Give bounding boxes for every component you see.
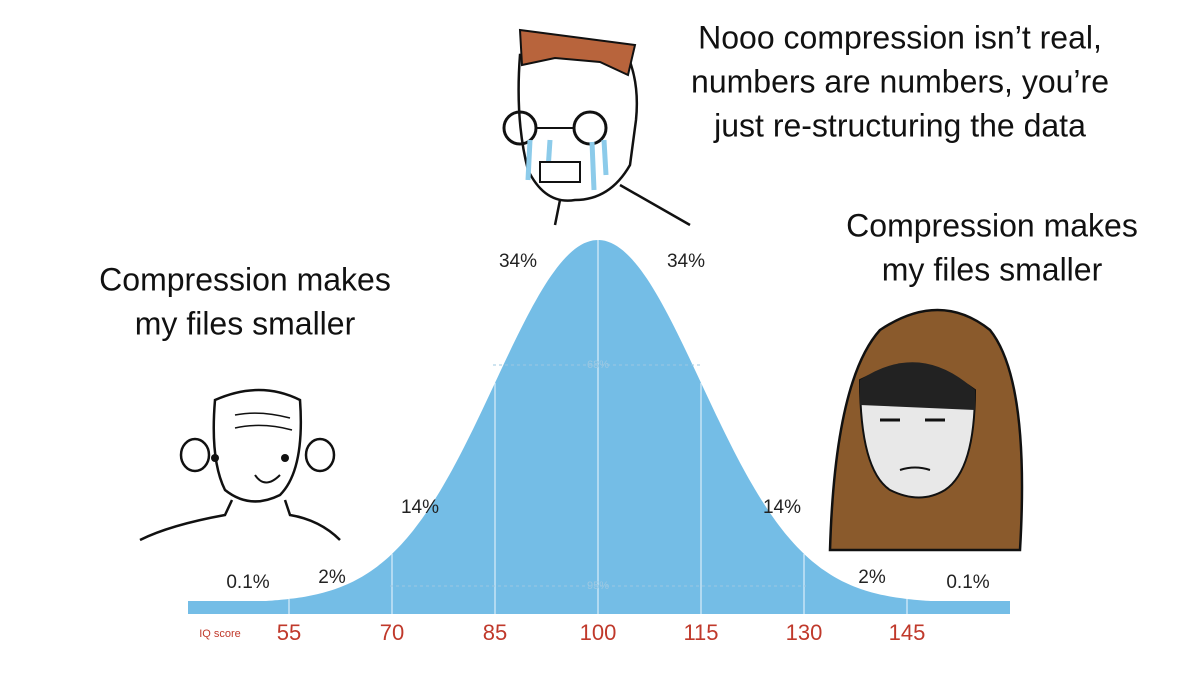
segment-label: 2% <box>318 567 346 588</box>
caption: just re-structuring the data <box>713 107 1086 143</box>
segment-label: 0.1% <box>946 572 989 593</box>
tick-label: 85 <box>483 620 507 645</box>
middle-face <box>502 28 691 227</box>
sd-lines <box>288 240 908 614</box>
caption: Nooo compression isn’t real, <box>698 19 1102 55</box>
tick-label: 115 <box>683 620 718 645</box>
axis-label: IQ score <box>199 628 241 640</box>
bell-curve <box>188 240 1010 603</box>
segment-label: 34% <box>667 251 705 272</box>
caption: my files smaller <box>135 305 356 341</box>
labels: Compression makes my files smaller Nooo co… <box>99 19 1138 644</box>
right-face <box>828 308 1024 552</box>
tick-label: 70 <box>380 620 404 645</box>
caption: Compression makes <box>846 207 1138 243</box>
tick-label: 145 <box>889 620 926 645</box>
segment-label: 34% <box>499 251 537 272</box>
caption: Compression makes <box>99 261 391 297</box>
caption: my files smaller <box>882 251 1103 287</box>
band-label: 68% <box>587 359 609 371</box>
segment-label: 14% <box>401 497 439 518</box>
tick-label: 100 <box>580 620 617 645</box>
segment-label: 0.1% <box>226 572 269 593</box>
caption: numbers are numbers, you’re <box>691 63 1109 99</box>
baseline-bar <box>188 601 1010 614</box>
band-label: 95% <box>587 580 609 592</box>
tick-label: 55 <box>277 620 301 645</box>
segment-label: 14% <box>763 497 801 518</box>
left-face <box>139 388 341 542</box>
segment-label: 2% <box>858 567 886 588</box>
tick-label: 130 <box>786 620 823 645</box>
